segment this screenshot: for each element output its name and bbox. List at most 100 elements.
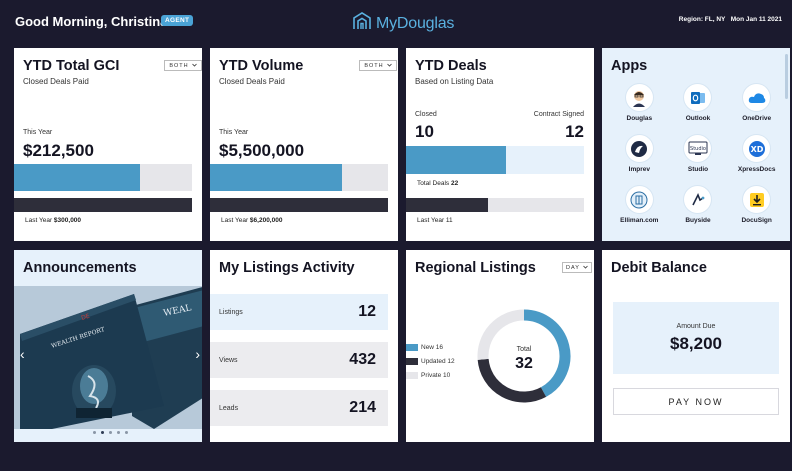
app-label: Outlook	[685, 115, 711, 122]
douglas-avatar-icon	[625, 84, 653, 111]
volume-title: YTD Volume	[219, 58, 304, 74]
app-imprev[interactable]: Imprev	[610, 135, 669, 173]
legend-label: Private 10	[421, 372, 451, 379]
mydouglas-logo[interactable]: MyDouglas	[352, 12, 454, 35]
legend-swatch	[406, 358, 418, 365]
activity-row-views[interactable]: Views 432	[210, 342, 388, 378]
app-buyside[interactable]: Buyside	[669, 186, 728, 224]
amount-due-value: $8,200	[670, 333, 722, 353]
activity-row-listings[interactable]: Listings 12	[210, 294, 388, 330]
deals-progress-bar	[406, 146, 584, 174]
carousel-next-icon[interactable]: ›	[195, 346, 200, 362]
activity-label: Views	[219, 356, 238, 364]
carousel-dot[interactable]	[124, 431, 128, 434]
app-xpressdocs[interactable]: XD XpressDocs	[727, 135, 786, 173]
gci-progress-bar	[14, 164, 192, 191]
donut-slice-updated	[477, 358, 547, 403]
gci-this-year-value: $212,500	[23, 141, 94, 160]
legend-label: Updated 12	[421, 358, 455, 365]
app-elliman[interactable]: Elliman.com	[610, 186, 669, 224]
deals-last-year-value: 11	[445, 217, 453, 224]
carousel-dots	[14, 431, 202, 434]
volume-this-year-value: $5,500,000	[219, 141, 305, 160]
carousel-dot[interactable]	[108, 431, 112, 434]
donut-total-value: 32	[515, 355, 533, 372]
apps-title: Apps	[611, 58, 648, 74]
pay-now-button[interactable]: PAY NOW	[613, 388, 779, 415]
gci-subtitle: Closed Deals Paid	[23, 77, 89, 86]
carousel-dot[interactable]	[92, 431, 96, 434]
deals-progress-fill	[406, 146, 506, 174]
announcements-card: Announcements WEAL DE WEALTH REPORT ‹ ›	[14, 250, 202, 442]
debit-balance-card: Debit Balance Amount Due $8,200 PAY NOW	[602, 250, 790, 442]
app-douglas[interactable]: Douglas	[610, 84, 669, 122]
app-studio[interactable]: Studio Studio	[669, 135, 728, 173]
regional-period-value: DAY	[566, 264, 580, 271]
legend-updated: Updated 12	[406, 358, 455, 365]
deals-total-value: 22	[450, 180, 459, 187]
volume-last-year-bar	[210, 198, 388, 212]
app-label: Imprev	[628, 166, 650, 173]
deals-signed-value: 12	[565, 122, 584, 141]
carousel-dot[interactable]	[100, 431, 104, 434]
activity-value: 12	[358, 303, 376, 320]
date-text: Mon Jan 11 2021	[730, 16, 782, 23]
volume-progress-bar	[210, 164, 388, 191]
regional-donut-chart: Total 32	[477, 309, 571, 403]
activity-value: 432	[349, 351, 376, 368]
listings-activity-card: My Listings Activity Listings 12 Views 4…	[210, 250, 398, 442]
app-outlook[interactable]: Outlook	[669, 84, 728, 122]
deals-card: YTD Deals Based on Listing Data Closed 1…	[406, 48, 594, 241]
amount-due-box: Amount Due $8,200	[613, 302, 779, 374]
carousel-dot[interactable]	[116, 431, 120, 434]
gci-progress-fill	[14, 164, 141, 191]
deals-last-year: Last Year 11	[417, 217, 453, 224]
legend-private: Private 10	[406, 372, 450, 379]
legend-label: New 16	[421, 344, 444, 351]
apps-grid: Douglas Outlook OneDrive Imprev Studio S…	[610, 84, 786, 224]
donut-slice-new	[523, 309, 571, 397]
gci-last-year-value: $300,000	[53, 217, 82, 224]
carousel-prev-icon[interactable]: ‹	[20, 346, 25, 362]
gci-title: YTD Total GCI	[23, 58, 120, 74]
donut-total-label: Total	[517, 346, 532, 353]
gci-period-value: BOTH	[169, 62, 189, 69]
greeting-text: Good Morning, Christina	[15, 14, 168, 29]
apps-card: Apps Douglas Outlook OneDrive Imprev	[602, 48, 790, 241]
volume-last-year: Last Year $6,200,000	[221, 217, 282, 224]
deals-closed-label: Closed	[415, 111, 437, 118]
deals-total: Total Deals 22	[417, 180, 458, 187]
legend-swatch	[406, 344, 418, 351]
volume-card: YTD Volume Closed Deals Paid BOTH This Y…	[210, 48, 398, 241]
deals-last-year-fill	[406, 198, 488, 212]
gci-last-year-label: Last Year	[25, 217, 53, 224]
activity-row-leads[interactable]: Leads 214	[210, 390, 388, 426]
logo-icon	[352, 12, 372, 35]
activity-label: Leads	[219, 404, 239, 412]
gci-last-year-fill	[14, 198, 192, 212]
app-docusign[interactable]: DocuSign	[727, 186, 786, 224]
onedrive-icon	[743, 84, 771, 111]
chevron-down-icon	[583, 265, 588, 271]
volume-last-year-fill	[210, 198, 388, 212]
app-label: Studio	[687, 166, 709, 173]
activity-label: Listings	[219, 308, 243, 316]
chevron-down-icon	[386, 63, 392, 69]
apps-scrollbar[interactable]	[785, 54, 788, 99]
volume-period-select[interactable]: BOTH	[359, 60, 397, 71]
listings-activity-title: My Listings Activity	[219, 260, 355, 276]
deals-last-year-bar	[406, 198, 584, 212]
gci-period-select[interactable]: BOTH	[164, 60, 202, 71]
gci-last-year-bar	[14, 198, 192, 212]
announcement-image[interactable]: WEAL DE WEALTH REPORT ‹ ›	[14, 286, 202, 429]
app-onedrive[interactable]: OneDrive	[727, 84, 786, 122]
debit-title: Debit Balance	[611, 260, 707, 276]
app-label: OneDrive	[742, 115, 772, 122]
gci-this-year-label: This Year	[23, 129, 53, 136]
donut-slice-private	[477, 309, 525, 360]
announcements-title: Announcements	[23, 260, 137, 276]
gci-card: YTD Total GCI Closed Deals Paid BOTH Thi…	[14, 48, 202, 241]
studio-icon: Studio	[684, 135, 712, 162]
volume-period-value: BOTH	[364, 62, 384, 69]
regional-period-select[interactable]: DAY	[562, 262, 592, 273]
